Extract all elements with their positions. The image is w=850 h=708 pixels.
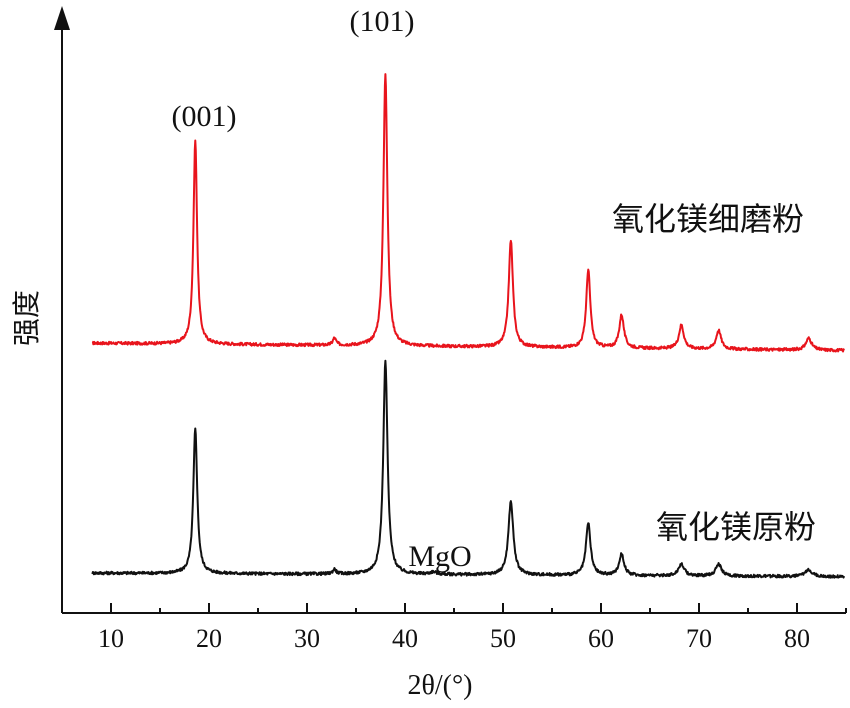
x-tick-label: 40 xyxy=(392,624,418,653)
x-tick-label: 30 xyxy=(294,624,320,653)
annotation-101: (101) xyxy=(350,5,415,38)
series-line-fine-powder xyxy=(91,73,845,353)
annotation-001: (001) xyxy=(172,100,237,133)
x-ticks: 10 20 30 40 50 60 70 80 xyxy=(61,603,847,653)
series-layer xyxy=(91,73,845,579)
x-axis-label: 2θ/(°) xyxy=(407,670,472,701)
x-tick-label: 80 xyxy=(784,624,810,653)
x-tick-label: 10 xyxy=(98,624,124,653)
x-tick-label: 20 xyxy=(196,624,222,653)
x-tick-label: 70 xyxy=(686,624,712,653)
series-line-raw-powder xyxy=(91,359,845,579)
x-tick-label: 50 xyxy=(490,624,516,653)
series-label-raw: 氧化镁原粉 xyxy=(656,508,816,546)
axes: 10 20 30 40 50 60 70 80 xyxy=(54,6,847,653)
series-label-fine: 氧化镁细磨粉 xyxy=(612,200,804,238)
x-tick-label: 60 xyxy=(588,624,614,653)
y-axis-arrow-icon xyxy=(54,6,70,30)
annotation-mgo: MgO xyxy=(408,540,471,573)
plot-area xyxy=(91,73,845,579)
y-axis-label: 强度 xyxy=(11,290,43,346)
